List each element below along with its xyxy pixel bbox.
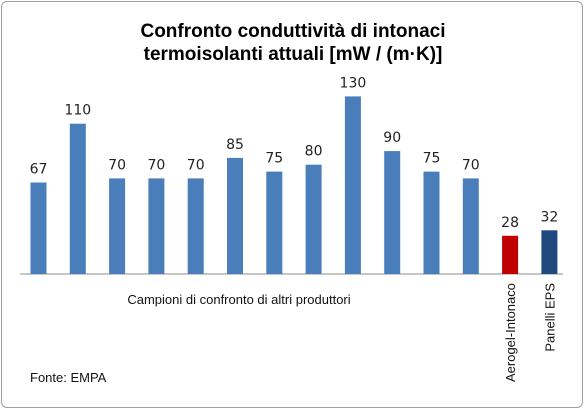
data-label-2: 110: [64, 103, 91, 119]
chart-title-line-2: termoisolanti attuali [mW / (m·K)]: [143, 44, 443, 65]
chart-title-line-1: Confronto conduttività di intonaci: [140, 21, 446, 42]
bar-1: [30, 182, 47, 274]
data-label-10: 90: [383, 130, 401, 146]
chart-title: Confronto conduttività di intonaci termo…: [0, 20, 586, 66]
bar-14: [541, 230, 558, 274]
bar-12: [462, 178, 479, 274]
bar-5: [187, 178, 204, 274]
data-label-8: 80: [305, 144, 323, 160]
bar-11: [423, 171, 440, 275]
data-label-11: 75: [423, 151, 441, 167]
bar-4: [148, 178, 165, 274]
data-label-6: 85: [226, 137, 244, 153]
data-label-9: 130: [340, 75, 367, 91]
category-label-14: Panelli EPS: [542, 283, 557, 352]
bar-8: [305, 164, 322, 274]
data-label-13: 28: [501, 215, 519, 231]
data-label-5: 70: [187, 157, 205, 173]
bar-10: [384, 151, 401, 274]
bar-2: [69, 123, 86, 274]
data-label-1: 67: [30, 162, 48, 178]
category-label-13: Aerogel-Intonaco: [503, 283, 518, 382]
data-label-12: 70: [462, 157, 480, 173]
group-label: Campioni di confronto di altri produttor…: [127, 292, 350, 307]
bar-9: [344, 96, 361, 275]
data-label-14: 32: [540, 209, 558, 225]
data-label-7: 75: [265, 151, 283, 167]
bar-13: [502, 235, 519, 274]
bar-6: [227, 157, 243, 274]
bar-7: [266, 171, 283, 275]
source-note: Fonte: EMPA: [30, 370, 107, 385]
data-label-3: 70: [108, 157, 126, 173]
bar-3: [109, 178, 126, 274]
data-label-4: 70: [147, 157, 165, 173]
